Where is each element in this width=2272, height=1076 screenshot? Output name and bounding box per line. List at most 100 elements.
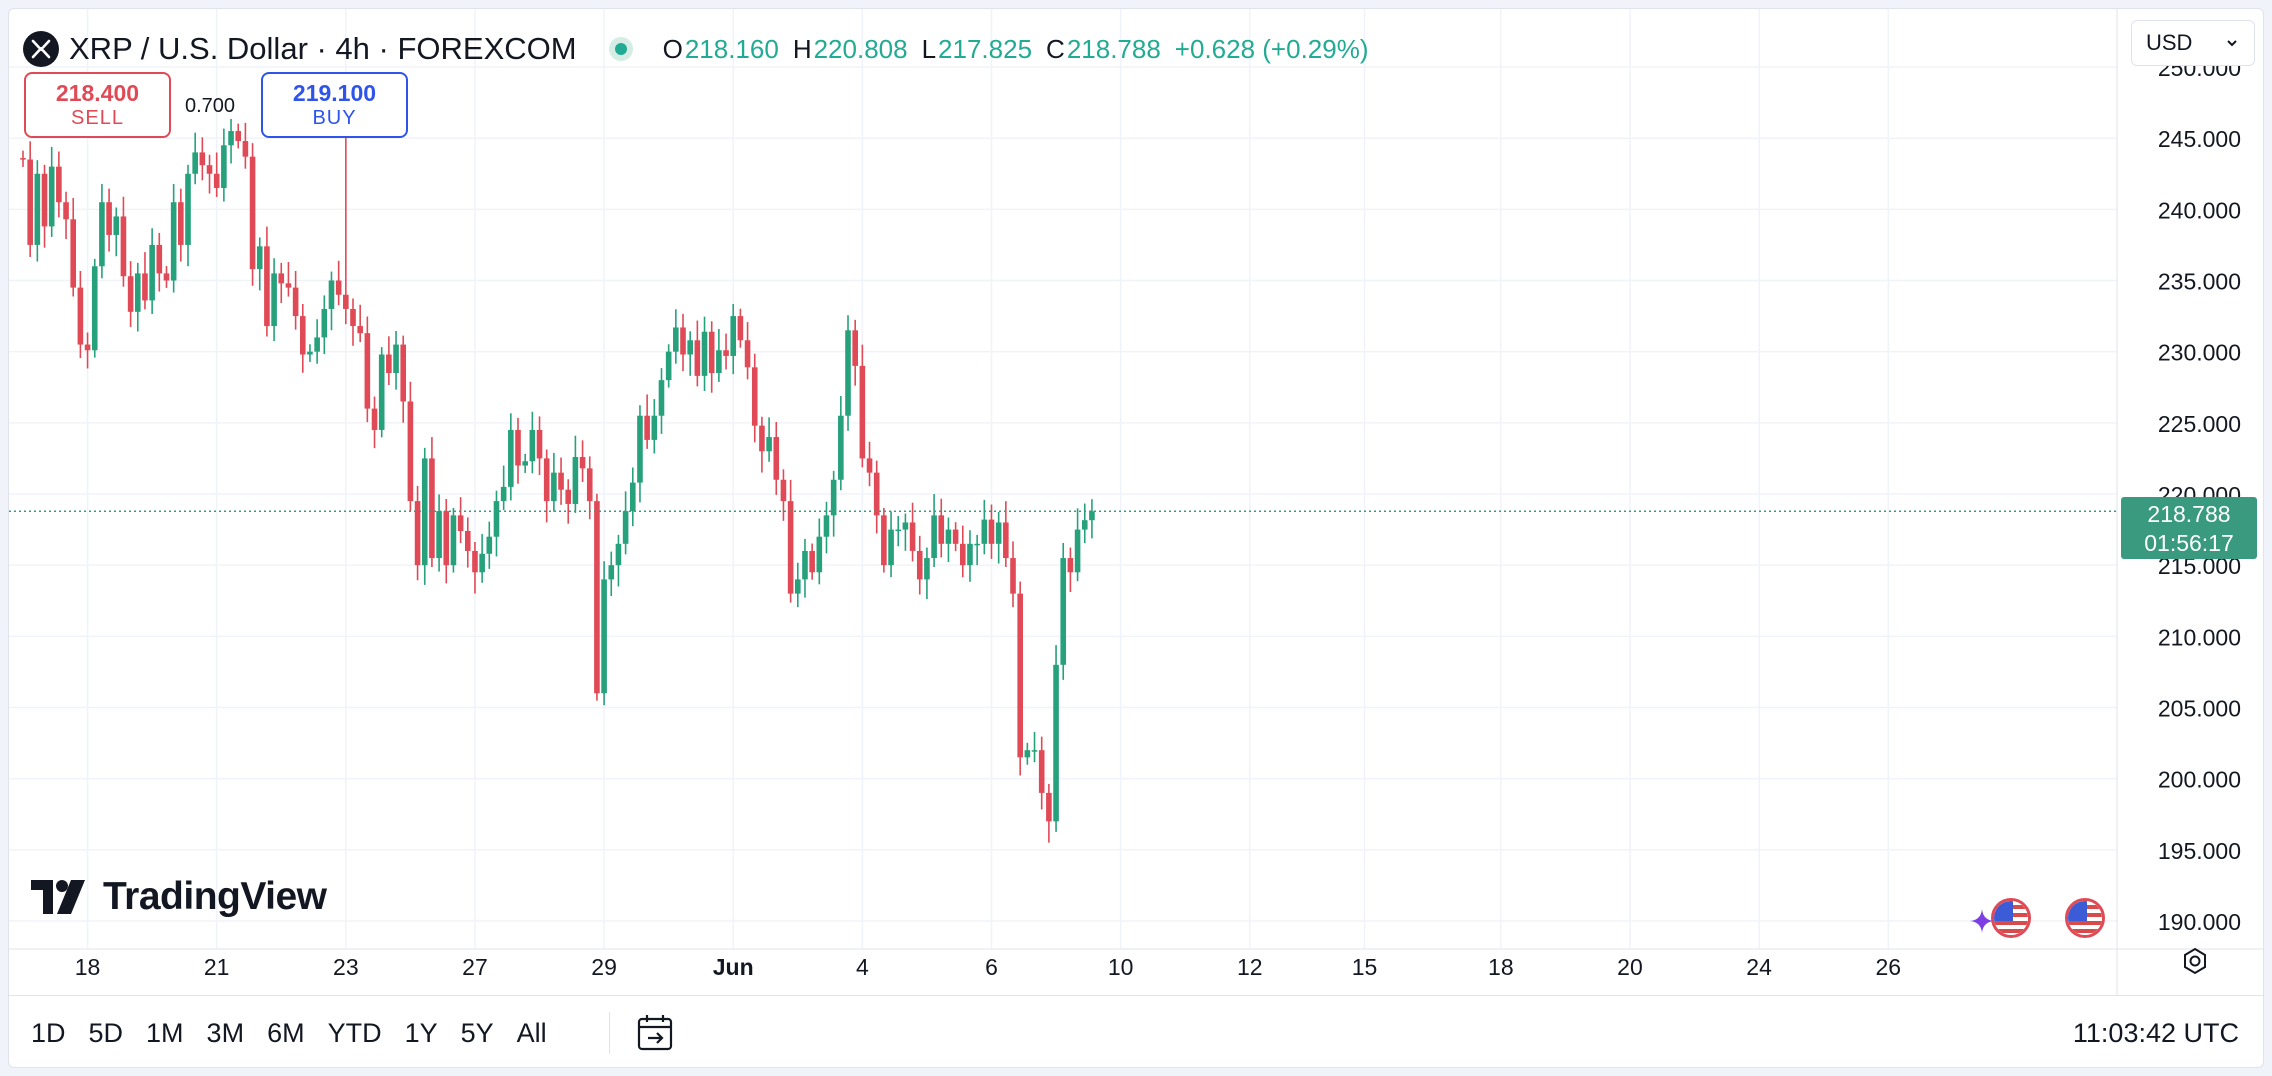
range-buttons: 1D 5D 1M 3M 6M YTD 1Y 5Y All: [31, 996, 570, 1067]
chart-canvas[interactable]: 190.000195.000200.000205.000210.000215.0…: [9, 9, 2264, 995]
chevron-down-icon: [2227, 40, 2237, 47]
candle: [120, 196, 127, 287]
y-tick-label: 190.000: [2158, 909, 2241, 935]
candle: [1089, 499, 1095, 539]
y-tick-label: 225.000: [2158, 411, 2241, 437]
range-button-all[interactable]: All: [516, 1017, 547, 1048]
candle: [84, 332, 91, 369]
candle: [809, 543, 815, 580]
symbol-legend: XRP / U.S. Dollar · 4h · FOREXCOM O 218.…: [23, 27, 1369, 71]
buy-button[interactable]: 219.100 BUY: [261, 72, 408, 138]
candle: [902, 513, 909, 551]
x-tick-label: 15: [1352, 954, 1378, 980]
tradingview-logo-icon: [31, 880, 85, 914]
candle: [543, 449, 550, 523]
candle: [335, 260, 342, 306]
candle: [594, 493, 600, 701]
sell-button[interactable]: 218.400 SELL: [24, 72, 171, 138]
candle: [952, 522, 959, 552]
candle: [343, 116, 349, 325]
range-button-1m[interactable]: 1M: [146, 1017, 184, 1048]
candle: [206, 154, 213, 194]
candle: [529, 411, 536, 474]
candle: [314, 319, 320, 364]
x-tick-label: 27: [462, 954, 488, 980]
candle: [773, 421, 780, 495]
y-tick-label: 230.000: [2158, 340, 2241, 366]
candle: [328, 271, 335, 331]
utc-clock[interactable]: 11:03:42 UTC: [2072, 1017, 2239, 1048]
candle: [213, 152, 220, 197]
candle: [500, 465, 507, 511]
candle: [91, 258, 98, 358]
x-tick-label: 10: [1108, 954, 1134, 980]
candle: [1081, 503, 1088, 544]
candle: [350, 298, 356, 346]
candle: [142, 252, 148, 310]
ohlc-low-label: L: [921, 33, 937, 64]
candle: [242, 122, 249, 169]
range-button-ytd[interactable]: YTD: [327, 1017, 382, 1048]
range-button-6m[interactable]: 6M: [267, 1017, 305, 1048]
candle: [522, 453, 528, 473]
y-tick-label: 205.000: [2158, 696, 2241, 722]
candle: [299, 304, 306, 373]
y-tick-label: 235.000: [2158, 269, 2241, 295]
x-tick-label: Jun: [713, 954, 754, 980]
x-tick-label: 21: [204, 954, 230, 980]
candle: [565, 479, 572, 524]
grid-lines: [9, 9, 2117, 949]
candle: [830, 470, 837, 537]
tradingview-logo-text: TradingView: [103, 875, 327, 918]
x-tick-label: 4: [856, 954, 869, 980]
spread-value: 0.700: [185, 95, 236, 117]
range-button-5y[interactable]: 5Y: [460, 1017, 494, 1048]
candle: [249, 143, 256, 286]
candle: [995, 511, 1002, 564]
candle: [163, 265, 170, 288]
candle: [873, 460, 880, 534]
x-tick-label: 18: [1488, 954, 1514, 980]
candle: [974, 534, 980, 566]
us-flag-icon[interactable]: [2065, 898, 2105, 938]
tradingview-logo[interactable]: TradingView: [31, 875, 327, 919]
range-button-1y[interactable]: 1Y: [404, 1017, 438, 1048]
range-button-5d[interactable]: 5D: [88, 1017, 124, 1048]
candle: [486, 521, 493, 569]
candle: [802, 538, 808, 598]
currency-select[interactable]: USD: [2131, 20, 2255, 66]
candle: [1074, 508, 1081, 582]
range-button-3m[interactable]: 3M: [206, 1017, 245, 1048]
gear-icon[interactable]: [2179, 945, 2211, 977]
candle: [457, 497, 464, 544]
candle: [701, 316, 708, 391]
candle: [780, 469, 787, 521]
candle: [823, 501, 830, 554]
market-status-icon[interactable]: [608, 37, 633, 61]
candle: [20, 150, 26, 167]
candle: [99, 184, 105, 279]
candle: [737, 308, 744, 348]
candle: [307, 344, 313, 362]
candle: [579, 440, 586, 482]
candle: [787, 479, 794, 603]
x-tick-label: 20: [1617, 954, 1643, 980]
candle: [149, 228, 155, 314]
ohlc-high-value: 220.808: [813, 33, 908, 64]
candle: [945, 517, 952, 563]
sell-label: SELL: [71, 107, 124, 129]
x-tick-label: 26: [1875, 954, 1901, 980]
symbol-title[interactable]: XRP / U.S. Dollar · 4h · FOREXCOM: [69, 31, 577, 66]
candle: [264, 226, 270, 337]
candle: [256, 237, 263, 291]
us-flag-icon[interactable]: [1991, 898, 2031, 938]
y-tick-label: 200.000: [2158, 767, 2241, 793]
candle: [716, 328, 722, 382]
calendar-goto-icon[interactable]: [636, 1012, 676, 1054]
sell-price: 218.400: [55, 80, 140, 106]
candle: [393, 330, 399, 390]
candle: [156, 232, 163, 292]
candle: [429, 437, 435, 567]
candle: [572, 435, 579, 513]
range-button-1d[interactable]: 1D: [31, 1017, 66, 1048]
